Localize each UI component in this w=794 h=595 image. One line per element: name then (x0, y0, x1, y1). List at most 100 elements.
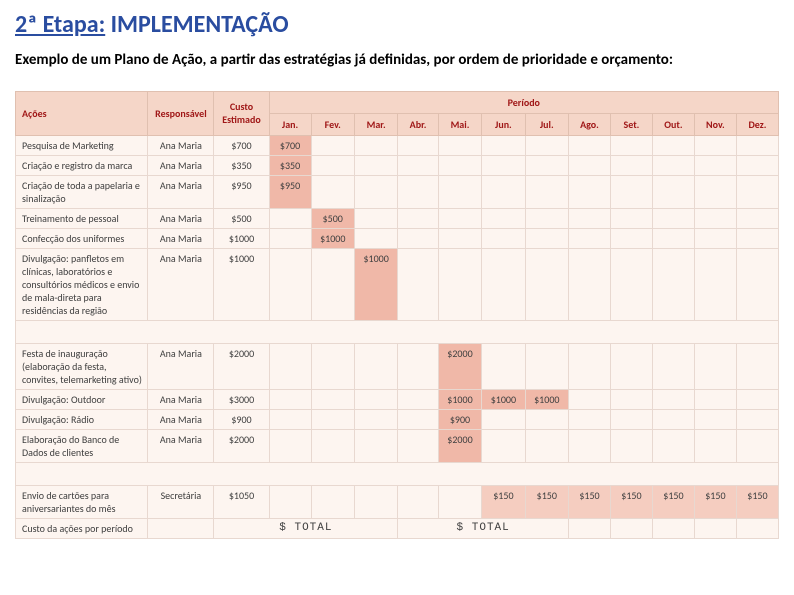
cell-month-7 (568, 343, 610, 389)
cell-month-6 (525, 429, 568, 462)
cell-custo: $350 (214, 155, 269, 175)
cell-month-0: $350 (269, 155, 311, 175)
cell-month-3 (398, 429, 438, 462)
cell-month-2 (354, 208, 397, 228)
cell-month-9 (652, 155, 694, 175)
header-month-11: Dez. (736, 113, 778, 135)
cell-responsavel: Ana Maria (148, 228, 214, 248)
cell-month-1 (311, 175, 354, 208)
cell-month-5 (482, 409, 525, 429)
cell-month-9 (652, 389, 694, 409)
cell-month-6 (525, 248, 568, 320)
cell-month-0 (269, 248, 311, 320)
cell-month-11 (736, 389, 778, 409)
cell-month-0 (269, 485, 311, 518)
table-row: Festa de inauguração (elaboração da fest… (16, 343, 779, 389)
cell-responsavel: Ana Maria (148, 409, 214, 429)
cell-responsavel: Ana Maria (148, 248, 214, 320)
cell-month-10 (694, 155, 736, 175)
cell-month-4 (438, 175, 481, 208)
header-responsavel: Responsável (148, 91, 214, 135)
cell-month-6: $1000 (525, 389, 568, 409)
header-periodo: Período (269, 91, 778, 113)
cell-month-5 (482, 175, 525, 208)
footer-row: Custo da ações por período$ TOTAL$ TOTAL (16, 518, 779, 538)
cell-month-7 (568, 135, 610, 155)
cell-month-7 (568, 208, 610, 228)
cell-month-9 (652, 409, 694, 429)
cell-acao: Divulgação: Outdoor (16, 389, 148, 409)
cell-month-11 (736, 228, 778, 248)
cell-month-6 (525, 208, 568, 228)
cell-month-7 (568, 429, 610, 462)
table-row: Confecção dos uniformesAna Maria$1000$10… (16, 228, 779, 248)
cell-month-10 (694, 228, 736, 248)
cell-responsavel: Ana Maria (148, 389, 214, 409)
cell-month-4: $2000 (438, 429, 481, 462)
cell-month-6 (525, 343, 568, 389)
cell-month-6: $150 (525, 485, 568, 518)
cell-month-8 (610, 389, 652, 409)
cell-month-6 (525, 228, 568, 248)
cell-month-10 (694, 208, 736, 228)
cell-acao: Envio de cartões para aniversariantes do… (16, 485, 148, 518)
table-row: Pesquisa de MarketingAna Maria$700$700 (16, 135, 779, 155)
cell-month-2 (354, 135, 397, 155)
cell-month-7 (568, 228, 610, 248)
cell-responsavel: Ana Maria (148, 155, 214, 175)
title-rest: IMPLEMENTAÇÃO (105, 10, 288, 39)
cell-month-4 (438, 155, 481, 175)
cell-month-2 (354, 485, 397, 518)
cell-acao: Divulgação: Rádio (16, 409, 148, 429)
cell-month-8: $150 (610, 485, 652, 518)
cell-month-5 (482, 429, 525, 462)
cell-month-9 (652, 175, 694, 208)
cell-responsavel: Secretária (148, 485, 214, 518)
cell-acao: Criação e registro da marca (16, 155, 148, 175)
cell-custo: $900 (214, 409, 269, 429)
cell-month-6 (525, 135, 568, 155)
cell-month-4: $900 (438, 409, 481, 429)
cell-acao: Festa de inauguração (elaboração da fest… (16, 343, 148, 389)
cell-custo: $1050 (214, 485, 269, 518)
page-title: 2ª Etapa: IMPLEMENTAÇÃO (15, 10, 779, 39)
cell-month-11 (736, 429, 778, 462)
cell-month-0: $700 (269, 135, 311, 155)
cell-month-0 (269, 228, 311, 248)
cell-month-3 (398, 248, 438, 320)
cell-month-11 (736, 155, 778, 175)
header-month-5: Jun. (482, 113, 525, 135)
cell-month-0 (269, 343, 311, 389)
cell-month-6 (525, 409, 568, 429)
cell-month-3 (398, 409, 438, 429)
cell-acao: Pesquisa de Marketing (16, 135, 148, 155)
cell-month-2 (354, 228, 397, 248)
cell-month-7 (568, 409, 610, 429)
cell-custo: $2000 (214, 429, 269, 462)
cell-month-0 (269, 389, 311, 409)
cell-month-8 (610, 409, 652, 429)
cell-month-1: $1000 (311, 228, 354, 248)
cell-month-3 (398, 485, 438, 518)
cell-month-0 (269, 429, 311, 462)
subtitle: Exemplo de um Plano de Ação, a partir da… (15, 51, 779, 71)
cell-custo: $3000 (214, 389, 269, 409)
cell-acao: Confecção dos uniformes (16, 228, 148, 248)
cell-responsavel: Ana Maria (148, 208, 214, 228)
cell-month-1 (311, 389, 354, 409)
cell-month-0: $950 (269, 175, 311, 208)
divider-row (16, 320, 779, 343)
cell-month-3 (398, 228, 438, 248)
cell-month-9 (652, 135, 694, 155)
cell-month-10 (694, 343, 736, 389)
cell-month-3 (398, 175, 438, 208)
cell-month-3 (398, 155, 438, 175)
cell-month-0 (269, 409, 311, 429)
divider-row (16, 462, 779, 485)
cell-month-10 (694, 175, 736, 208)
cell-month-11 (736, 208, 778, 228)
cell-month-9 (652, 208, 694, 228)
cell-month-8 (610, 429, 652, 462)
cell-month-4 (438, 228, 481, 248)
cell-month-3 (398, 208, 438, 228)
